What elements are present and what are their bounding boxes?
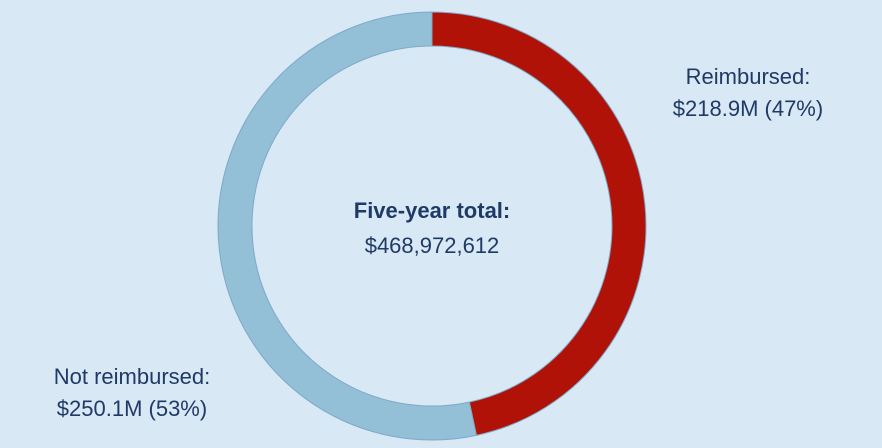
slice-value-label: $218.9M (47%) (673, 96, 823, 121)
slice-label: Not reimbursed: (54, 364, 211, 389)
slice-label: Reimbursed: (686, 64, 811, 89)
donut (217, 11, 647, 441)
slice-value-label: $250.1M (53%) (57, 396, 207, 421)
center-total: $468,972,612 (365, 233, 500, 258)
slice (217, 11, 477, 441)
center-title: Five-year total: (354, 198, 511, 223)
slice (431, 11, 647, 436)
